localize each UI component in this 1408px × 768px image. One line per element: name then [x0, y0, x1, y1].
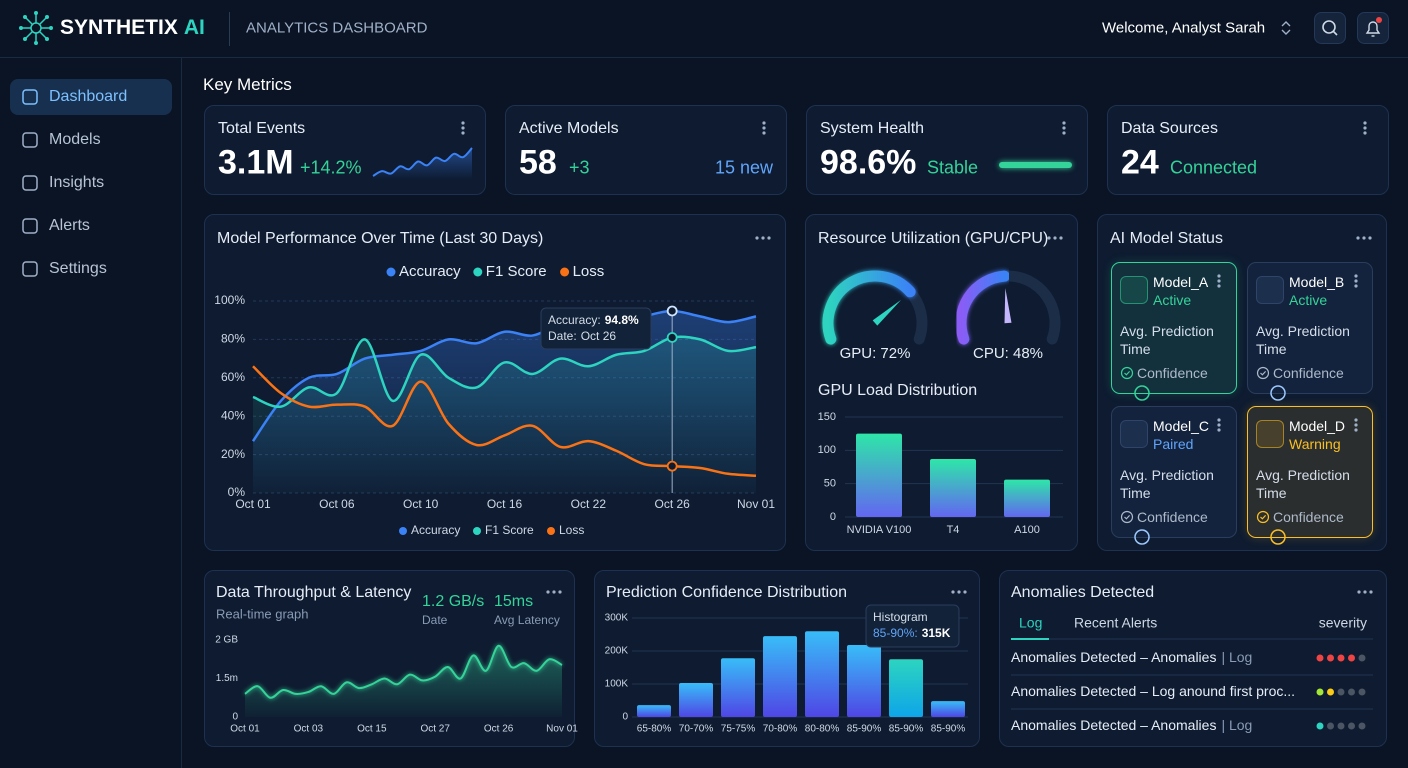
user-chevron[interactable] — [1280, 20, 1292, 36]
nav-icon — [22, 132, 38, 148]
model-metric: Avg. Prediction Time — [1120, 467, 1214, 501]
model-card[interactable]: Model_D Warning Avg. Prediction Time Confid… — [1247, 406, 1373, 545]
metric-title: Active Models — [519, 120, 619, 137]
nav-item[interactable]: Settings — [10, 251, 172, 287]
confidence-icon — [1256, 510, 1270, 524]
model-status-card: AI Model Status Model_A Active Avg. Predic… — [1097, 214, 1387, 551]
stat-value: 15ms — [494, 593, 534, 610]
confidence-icon — [1256, 366, 1270, 380]
model-confidence: Confidence — [1137, 509, 1208, 525]
model-confidence: Confidence — [1273, 365, 1344, 381]
model-name: Model_B — [1289, 274, 1345, 290]
nav-label: Dashboard — [49, 88, 128, 105]
icon-glyph — [1134, 529, 1150, 545]
nav-item[interactable]: Alerts — [10, 208, 172, 244]
model-icon — [1256, 420, 1286, 545]
chart-title: Prediction Confidence Distribution — [606, 584, 848, 601]
brand: SYNTHETIX AI — [60, 16, 205, 40]
model-name: Model_C — [1153, 418, 1210, 434]
model-card[interactable]: Model_A Active Avg. Prediction Time Confide… — [1111, 262, 1237, 401]
chart-subtitle: Real-time graph — [216, 606, 309, 622]
model-state: Active — [1289, 292, 1328, 308]
nav-label: Alerts — [49, 217, 90, 234]
chart-title: Model Performance Over Time (Last 30 Day… — [217, 230, 544, 247]
metric-value: 58 — [519, 143, 557, 182]
metric-card: System Health 98.6% Stable — [806, 105, 1088, 195]
metric-note: 15 new — [714, 157, 773, 178]
nav-icon — [22, 261, 38, 277]
resource-card: Resource Utilization (GPU/CPU) GPU Load … — [805, 214, 1078, 551]
nav-item[interactable]: Dashboard — [10, 79, 172, 115]
model-name: Model_A — [1153, 274, 1209, 290]
stat-label: Date — [422, 613, 448, 627]
brand-name: SYNTHETIX — [60, 16, 178, 39]
icon-glyph — [1270, 385, 1286, 401]
welcome[interactable]: Welcome, Analyst Sarah — [1102, 19, 1266, 37]
card-title: AI Model Status — [1110, 230, 1223, 247]
brand-accent: AI — [183, 16, 205, 39]
model-state: Paired — [1153, 436, 1194, 452]
icon-glyph — [1134, 385, 1150, 401]
anomalies-card: Anomalies Detected — [999, 570, 1387, 747]
nav-icon — [22, 89, 38, 105]
notifications-button[interactable] — [1357, 12, 1389, 44]
metric-status: Connected — [1170, 157, 1258, 178]
metric-card: Total Events 3.1M +14.2% — [204, 105, 486, 195]
model-icon — [1256, 276, 1286, 401]
nav-icon — [22, 175, 38, 191]
nav-label: Settings — [49, 260, 107, 277]
metric-change: +14.2% — [300, 157, 362, 178]
model-metric: Avg. Prediction Time — [1120, 323, 1214, 357]
performance-card: Model Performance Over Time (Last 30 Day… — [204, 214, 786, 551]
sidebar: Dashboard Models Insights Alerts Settings — [0, 58, 182, 768]
model-name: Model_D — [1289, 418, 1346, 434]
metric-value: 3.1M — [218, 143, 294, 182]
metric-title: Total Events — [218, 120, 306, 137]
header: SYNTHETIX AI ANALYTICS DASHBOARD Welcome,… — [0, 0, 1408, 58]
nav-label: Insights — [49, 174, 105, 191]
section-title: ANALYTICS DASHBOARD — [246, 19, 428, 37]
chart-title: Data Throughput & Latency — [216, 584, 412, 601]
model-state: Warning — [1289, 436, 1341, 452]
health-bar — [999, 162, 1072, 168]
model-icon — [1120, 420, 1150, 545]
metric-value: 98.6% — [820, 143, 917, 182]
model-confidence: Confidence — [1273, 509, 1344, 525]
card-title: Anomalies Detected — [1011, 584, 1155, 601]
metric-status: Stable — [927, 157, 979, 178]
metric-card: Data Sources 24 Connected — [1107, 105, 1389, 195]
model-card[interactable]: Model_B Active Avg. Prediction Time Confide… — [1247, 262, 1373, 401]
chart-title: GPU Load Distribution — [818, 382, 978, 399]
metric-card: Active Models 58 +3 15 new — [505, 105, 787, 195]
confidence-icon — [1120, 510, 1134, 524]
icon-glyph — [1270, 529, 1286, 545]
nav-icon — [22, 218, 38, 234]
model-state: Active — [1153, 292, 1192, 308]
model-card[interactable]: Model_C Paired Avg. Prediction Time Confide… — [1111, 406, 1237, 545]
search-button[interactable] — [1314, 12, 1346, 44]
stat-label: Avg Latency — [494, 613, 560, 627]
nav-item[interactable]: Models — [10, 122, 172, 158]
throughput-card: Data Throughput & Latency Real-time grap… — [204, 570, 575, 747]
confidence-icon — [1120, 366, 1134, 380]
model-confidence: Confidence — [1137, 365, 1208, 381]
nav-label: Models — [49, 131, 101, 148]
model-metric: Avg. Prediction Time — [1256, 467, 1350, 501]
metric-value: 24 — [1121, 143, 1159, 182]
section-heading: Key Metrics — [203, 75, 292, 94]
nav-item[interactable]: Insights — [10, 165, 172, 201]
metric-change: +3 — [569, 157, 590, 178]
chart-title: Resource Utilization (GPU/CPU) — [818, 230, 1049, 247]
metric-title: System Health — [820, 120, 925, 137]
model-icon — [1120, 276, 1150, 401]
model-metric: Avg. Prediction Time — [1256, 323, 1350, 357]
logo — [19, 11, 53, 45]
metric-title: Data Sources — [1121, 120, 1218, 137]
divider — [229, 12, 230, 46]
stat-value: 1.2 GB/s — [422, 593, 485, 610]
confidence-card: Prediction Confidence Distribution — [594, 570, 980, 747]
